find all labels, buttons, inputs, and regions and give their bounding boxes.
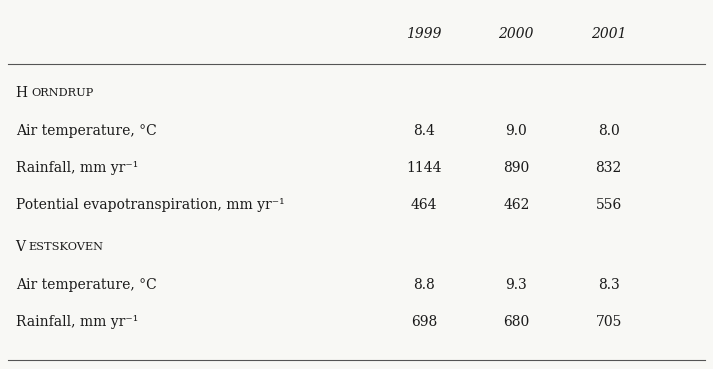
Text: Rainfall, mm yr⁻¹: Rainfall, mm yr⁻¹ xyxy=(16,315,138,329)
Text: 698: 698 xyxy=(411,315,437,329)
Text: ESTSKOVEN: ESTSKOVEN xyxy=(29,242,103,252)
Text: Air temperature, °C: Air temperature, °C xyxy=(16,124,156,138)
Text: 2000: 2000 xyxy=(498,27,534,41)
Text: V: V xyxy=(16,240,26,254)
Text: 705: 705 xyxy=(595,315,622,329)
Text: 890: 890 xyxy=(503,161,530,175)
Text: 832: 832 xyxy=(595,161,622,175)
Text: Air temperature, °C: Air temperature, °C xyxy=(16,278,156,292)
Text: Rainfall, mm yr⁻¹: Rainfall, mm yr⁻¹ xyxy=(16,161,138,175)
Text: 8.8: 8.8 xyxy=(413,278,435,292)
Text: 9.3: 9.3 xyxy=(506,278,527,292)
Text: 1144: 1144 xyxy=(406,161,442,175)
Text: 2001: 2001 xyxy=(591,27,627,41)
Text: 462: 462 xyxy=(503,198,530,212)
Text: 464: 464 xyxy=(411,198,437,212)
Text: 8.0: 8.0 xyxy=(597,124,620,138)
Text: 8.3: 8.3 xyxy=(597,278,620,292)
Text: 8.4: 8.4 xyxy=(413,124,435,138)
Text: Potential evapotranspiration, mm yr⁻¹: Potential evapotranspiration, mm yr⁻¹ xyxy=(16,198,284,212)
Text: 680: 680 xyxy=(503,315,530,329)
Text: ORNDRUP: ORNDRUP xyxy=(31,88,93,98)
Text: 1999: 1999 xyxy=(406,27,442,41)
Text: 556: 556 xyxy=(595,198,622,212)
Text: 9.0: 9.0 xyxy=(506,124,527,138)
Text: H: H xyxy=(16,86,28,100)
